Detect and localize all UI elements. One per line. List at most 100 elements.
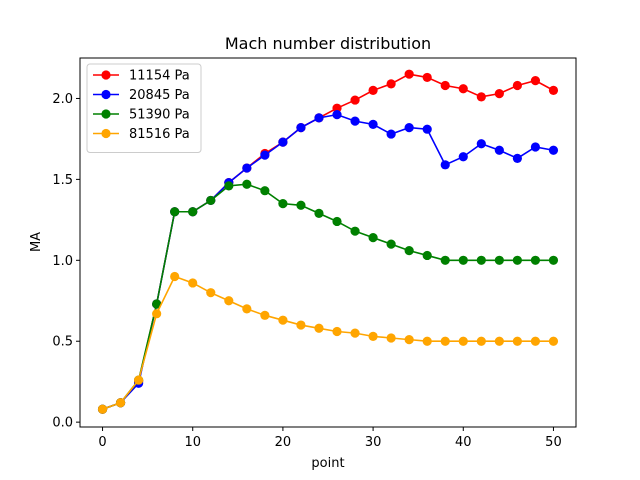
data-point [115, 398, 126, 408]
series-3 [97, 271, 559, 414]
legend-label: 51390 Pa [129, 108, 190, 123]
data-point [242, 304, 252, 314]
data-point [350, 328, 360, 338]
data-point [530, 76, 541, 86]
legend-marker [101, 109, 111, 119]
series-layer [97, 69, 559, 414]
data-point [476, 92, 486, 102]
data-point [206, 288, 216, 298]
data-point [152, 299, 162, 309]
data-point [440, 80, 450, 91]
data-point [170, 271, 180, 282]
data-point [134, 375, 144, 385]
data-point [458, 336, 468, 346]
data-point [296, 320, 306, 330]
data-point [188, 207, 198, 217]
y-tick-label: 1.0 [52, 254, 73, 269]
data-point [386, 129, 396, 139]
data-point [296, 122, 306, 133]
data-point [404, 122, 414, 133]
data-point [404, 245, 414, 256]
data-point [512, 153, 522, 163]
data-point [368, 233, 378, 243]
data-point [188, 278, 198, 288]
x-tick-label: 10 [184, 435, 201, 450]
data-point [404, 335, 414, 345]
data-point [386, 239, 396, 249]
data-point [97, 404, 108, 414]
y-tick-label: 2.0 [52, 92, 73, 107]
data-point [206, 195, 216, 206]
x-tick-label: 40 [455, 435, 472, 450]
data-point [350, 95, 360, 105]
data-point [548, 85, 559, 95]
data-point [260, 310, 270, 320]
data-point [332, 103, 342, 113]
data-point [152, 309, 162, 319]
data-point [314, 113, 324, 123]
x-tick-label: 0 [98, 435, 106, 450]
data-point [440, 160, 450, 170]
data-point [512, 80, 522, 91]
data-point [440, 336, 450, 346]
legend-item: 81516 Pa [93, 127, 190, 142]
data-point [440, 255, 450, 265]
legend-box [86, 63, 202, 153]
data-point [386, 79, 396, 89]
data-point [260, 186, 270, 196]
chart-title: Mach number distribution [225, 34, 431, 53]
data-point [494, 336, 504, 346]
data-point [368, 85, 378, 95]
legend-item: 11154 Pa [93, 69, 190, 84]
data-point [314, 323, 324, 333]
data-point [548, 255, 559, 265]
data-point [422, 336, 432, 346]
data-point [530, 255, 541, 265]
legend-label: 20845 Pa [129, 88, 190, 103]
data-point [530, 336, 541, 346]
data-point [386, 333, 396, 343]
data-point [296, 200, 306, 210]
data-point [476, 139, 486, 149]
x-tick-label: 50 [545, 435, 562, 450]
legend-label: 11154 Pa [129, 69, 190, 84]
legend-item: 51390 Pa [93, 108, 190, 123]
data-point [368, 119, 378, 129]
data-point [404, 69, 414, 79]
data-point [476, 255, 486, 265]
data-point [368, 331, 378, 341]
data-point [278, 199, 288, 209]
data-point [314, 208, 324, 218]
data-point [422, 250, 432, 261]
data-point [242, 163, 252, 173]
data-point [458, 152, 468, 162]
data-point [278, 315, 288, 325]
data-point [494, 89, 504, 99]
data-point [458, 255, 468, 265]
data-point [422, 72, 432, 83]
legend-marker [101, 128, 111, 139]
data-point [260, 150, 270, 160]
data-point [224, 296, 234, 306]
x-tick-label: 20 [275, 435, 292, 450]
data-point [332, 326, 342, 337]
data-point [548, 145, 559, 155]
data-point [332, 110, 342, 120]
data-point [350, 226, 360, 236]
x-axis-label: point [311, 456, 344, 471]
legend: 11154 Pa 20845 Pa 51390 Pa 81516 Pa [86, 63, 202, 153]
y-axis-label: MA [29, 232, 44, 252]
y-tick-label: 0.5 [52, 335, 73, 350]
legend-label: 81516 Pa [129, 127, 190, 142]
y-axis: 0.0 0.5 1.0 1.5 2.0 [52, 92, 80, 431]
x-axis: 0 10 20 30 40 50 [98, 427, 562, 450]
data-point [350, 116, 360, 126]
y-tick-label: 0.0 [52, 416, 73, 431]
data-point [476, 336, 486, 346]
x-tick-label: 30 [365, 435, 382, 450]
data-point [278, 137, 288, 147]
data-point [224, 181, 234, 191]
data-point [530, 142, 541, 152]
data-point [548, 336, 559, 346]
